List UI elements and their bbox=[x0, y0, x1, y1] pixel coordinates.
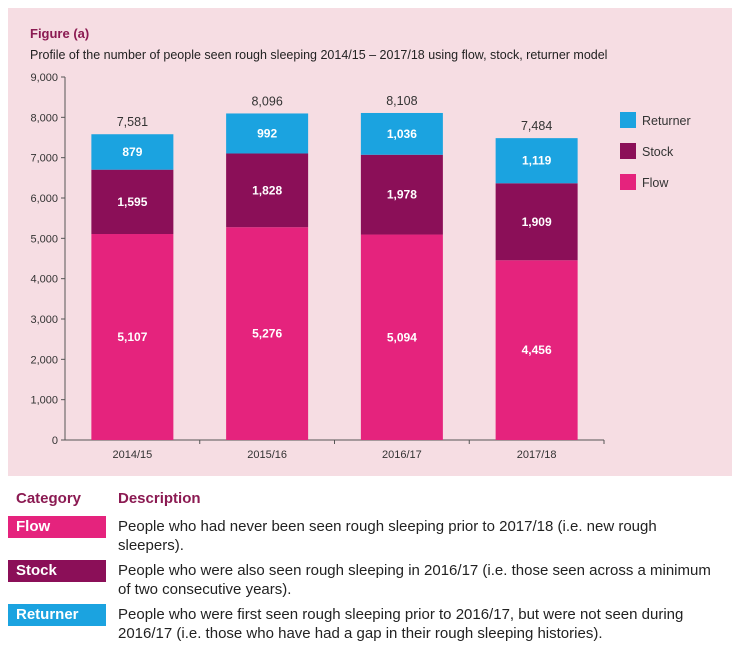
y-tick-label: 5,000 bbox=[30, 233, 58, 245]
chart-panel: Figure (a) Profile of the number of peop… bbox=[8, 8, 732, 476]
bar-segment-stock bbox=[495, 183, 578, 261]
y-tick-label: 1,000 bbox=[30, 395, 58, 407]
data-label-flow: 4,456 bbox=[522, 343, 552, 357]
data-label-stock: 1,595 bbox=[117, 195, 147, 209]
data-label-stock: 1,909 bbox=[522, 215, 552, 229]
total-label: 7,581 bbox=[117, 115, 148, 129]
legend-swatch-returner bbox=[620, 112, 636, 128]
data-label-returner: 992 bbox=[257, 126, 277, 140]
bar-segment-flow bbox=[91, 234, 174, 440]
legend-swatch-flow bbox=[620, 174, 636, 190]
bar-segment-returner bbox=[226, 113, 309, 154]
y-tick-label: 9,000 bbox=[30, 72, 58, 84]
data-label-returner: 1,119 bbox=[522, 154, 552, 168]
data-label-stock: 1,978 bbox=[387, 188, 417, 202]
y-tick-label: 0 bbox=[52, 435, 58, 447]
category-table: Category Description Flow People who had… bbox=[8, 490, 732, 648]
bar-segment-stock bbox=[91, 169, 174, 235]
category-badge-stock: Stock bbox=[8, 560, 106, 582]
legend-label-stock: Stock bbox=[642, 145, 674, 159]
data-label-flow: 5,107 bbox=[117, 330, 147, 344]
figure-title: Profile of the number of people seen rou… bbox=[30, 48, 608, 62]
total-label: 7,484 bbox=[521, 119, 552, 133]
category-badge-flow: Flow bbox=[8, 516, 106, 538]
x-tick-label: 2015/16 bbox=[247, 449, 287, 461]
legend-label-flow: Flow bbox=[642, 176, 669, 190]
y-tick-label: 4,000 bbox=[30, 274, 58, 286]
data-label-flow: 5,276 bbox=[252, 327, 282, 341]
bar-segment-returner bbox=[360, 112, 443, 155]
table-header: Category Description bbox=[8, 490, 732, 516]
bar-segment-flow bbox=[495, 260, 578, 440]
category-description-returner: People who were first seen rough sleepin… bbox=[118, 606, 684, 642]
legend-label-returner: Returner bbox=[642, 114, 691, 128]
bar-segment-returner bbox=[495, 138, 578, 184]
total-label: 8,108 bbox=[386, 94, 417, 108]
total-label: 8,096 bbox=[251, 94, 282, 108]
y-tick-label: 8,000 bbox=[30, 112, 58, 124]
bar-segment-stock bbox=[360, 154, 443, 235]
category-header: Category bbox=[16, 490, 82, 507]
x-tick-label: 2017/18 bbox=[517, 449, 557, 461]
bar-segment-stock bbox=[226, 153, 309, 228]
y-tick-label: 2,000 bbox=[30, 354, 58, 366]
category-description-stock: People who were also seen rough sleeping… bbox=[118, 562, 711, 598]
x-tick-label: 2016/17 bbox=[382, 449, 422, 461]
table-row-flow: Flow People who had never been seen roug… bbox=[8, 516, 732, 560]
bar-segment-flow bbox=[226, 227, 309, 440]
table-row-stock: Stock People who were also seen rough sl… bbox=[8, 560, 732, 604]
stacked-bar-chart: 0 1,000 2,000 3,000 4,000 5,000 6,000 7,000 8,00… bbox=[30, 72, 691, 461]
data-label-flow: 5,094 bbox=[387, 330, 417, 344]
legend-swatch-stock bbox=[620, 143, 636, 159]
data-label-returner: 879 bbox=[122, 145, 142, 159]
y-tick-label: 7,000 bbox=[30, 153, 58, 165]
data-label-stock: 1,828 bbox=[252, 183, 282, 197]
figure-label: Figure (a) bbox=[30, 26, 90, 41]
category-badge-returner: Returner bbox=[8, 604, 106, 626]
bar-segment-returner bbox=[91, 134, 174, 170]
bar-segment-flow bbox=[360, 234, 443, 440]
category-description-flow: People who had never been seen rough sle… bbox=[118, 518, 657, 554]
y-tick-label: 6,000 bbox=[30, 193, 58, 205]
table-row-returner: Returner People who were first seen roug… bbox=[8, 604, 732, 648]
y-tick-label: 3,000 bbox=[30, 314, 58, 326]
data-label-returner: 1,036 bbox=[387, 127, 417, 141]
x-tick-label: 2014/15 bbox=[112, 449, 152, 461]
description-header: Description bbox=[118, 490, 201, 507]
